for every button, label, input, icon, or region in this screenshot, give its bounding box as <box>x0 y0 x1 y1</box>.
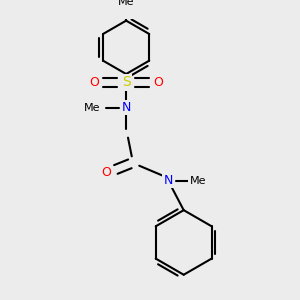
Text: O: O <box>89 76 99 89</box>
Text: N: N <box>122 101 131 114</box>
Text: Me: Me <box>84 103 101 113</box>
Text: O: O <box>101 166 111 179</box>
Text: N: N <box>164 174 173 187</box>
Text: Me: Me <box>118 0 134 7</box>
Text: S: S <box>122 75 130 89</box>
Text: Me: Me <box>190 176 206 186</box>
Text: O: O <box>154 76 164 89</box>
